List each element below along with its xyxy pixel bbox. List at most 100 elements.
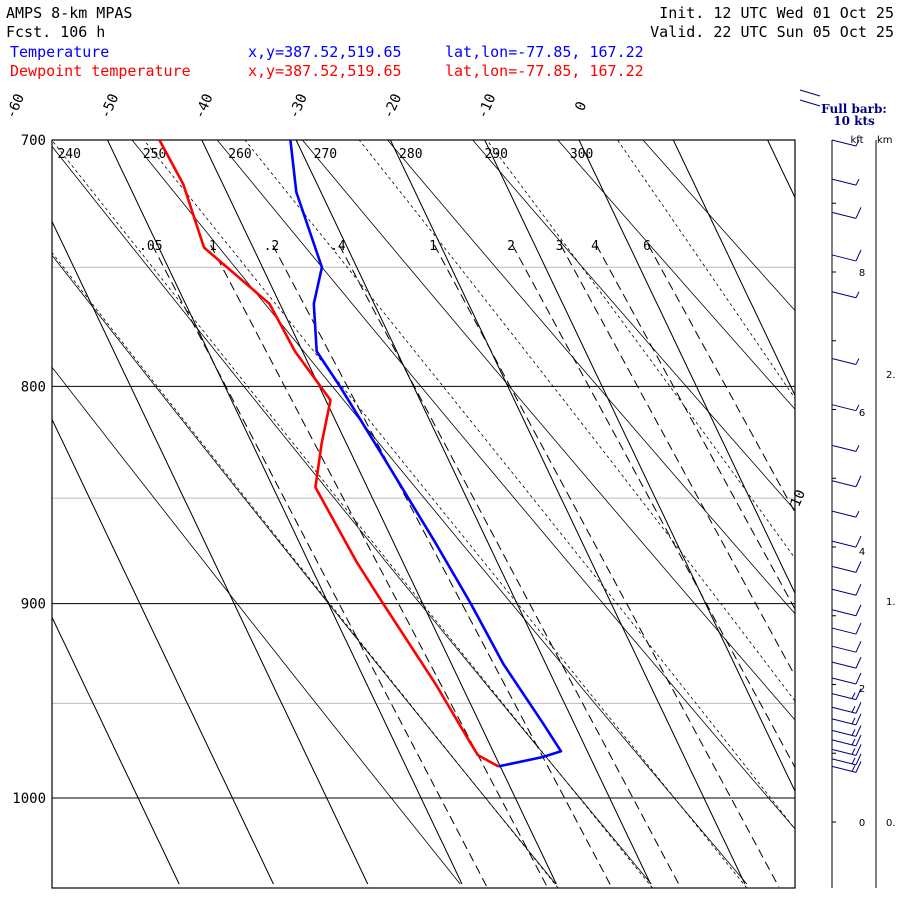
isotherm-label: -40 bbox=[192, 92, 217, 122]
isotherm-line bbox=[672, 140, 795, 397]
wind-barb-flag bbox=[855, 744, 862, 756]
mixing-ratio-line bbox=[338, 244, 681, 888]
wind-barb-staff bbox=[831, 609, 857, 617]
kft-axis-label: kft bbox=[850, 135, 863, 146]
legend-temperature-latlon: lat,lon=-77.85, 167.22 bbox=[445, 43, 644, 61]
mixing-ratio-label: .4 bbox=[330, 239, 346, 254]
wind-barb-staff bbox=[831, 404, 857, 412]
wind-barb-staff bbox=[831, 661, 857, 669]
wind-barb bbox=[831, 291, 860, 299]
isotherm-label: 10 bbox=[788, 487, 809, 509]
wind-barb bbox=[831, 713, 862, 726]
wind-barb bbox=[831, 761, 862, 773]
wind-barb-flag bbox=[855, 656, 862, 669]
moist-adiabat-line bbox=[143, 140, 748, 888]
wind-barb-staff bbox=[831, 178, 857, 186]
wind-barb-staff bbox=[831, 565, 857, 573]
wind-barb-flag bbox=[855, 535, 862, 548]
forecast-hour: Fcst. 106 h bbox=[6, 23, 105, 41]
theta-label: 260 bbox=[228, 147, 251, 162]
grid-lines bbox=[52, 140, 795, 888]
theta-label: 290 bbox=[484, 147, 507, 162]
legend-temperature-xy: x,y=387.52,519.65 bbox=[248, 43, 402, 61]
pressure-tick-label: 700 bbox=[21, 133, 46, 149]
wind-barb-half bbox=[855, 445, 860, 452]
dry-adiabat-line bbox=[52, 254, 557, 885]
wind-barb bbox=[831, 510, 860, 518]
dewpoint-trace bbox=[158, 140, 500, 768]
wind-barb-staff bbox=[831, 510, 857, 518]
km-tick-label: 2. bbox=[886, 370, 896, 381]
upper-wind-barb bbox=[799, 99, 821, 107]
wind-barb-half bbox=[851, 717, 856, 725]
wind-barb-half bbox=[855, 291, 860, 298]
mixing-ratio-label: 6 bbox=[643, 239, 651, 254]
moist-adiabat-line bbox=[52, 251, 559, 888]
isotherm-line bbox=[295, 140, 652, 885]
dry-adiabat-line bbox=[52, 366, 461, 885]
dry-adiabat-line bbox=[386, 140, 795, 615]
wind-barb-flag bbox=[855, 584, 862, 596]
wind-barb bbox=[831, 604, 862, 617]
wind-barb-staff bbox=[831, 291, 857, 299]
dry-adiabat-line bbox=[472, 140, 795, 511]
dry-adiabat-line bbox=[301, 140, 795, 721]
wind-barb bbox=[831, 535, 862, 548]
wind-barb-flag bbox=[855, 604, 862, 616]
mixing-ratio-line bbox=[151, 244, 488, 888]
wind-barb bbox=[831, 753, 862, 766]
wind-barb-staff bbox=[831, 480, 857, 488]
temperature-trace bbox=[289, 140, 563, 768]
wind-barb bbox=[831, 672, 862, 685]
wind-barb bbox=[831, 561, 862, 573]
moist-adiabat-line bbox=[617, 140, 795, 400]
mixing-ratio-label: 4 bbox=[591, 239, 599, 254]
wind-barb-flag bbox=[855, 249, 862, 262]
theta-label: 300 bbox=[570, 147, 593, 162]
wind-barb-staff bbox=[831, 645, 857, 653]
wind-barb bbox=[831, 475, 862, 488]
wind-barb-staff bbox=[831, 211, 857, 219]
mixing-ratio-label: 2 bbox=[507, 239, 515, 254]
isotherm-label: -60 bbox=[3, 92, 28, 122]
isotherm-label: 0 bbox=[572, 99, 590, 113]
wind-barb-staff bbox=[831, 588, 857, 596]
mixing-ratio-line bbox=[433, 244, 780, 888]
wind-barb bbox=[831, 139, 860, 147]
mixing-ratio-line bbox=[210, 244, 548, 888]
wind-barb bbox=[831, 688, 862, 701]
wind-barb-flag bbox=[855, 702, 862, 714]
km-tick-label: 1. bbox=[886, 597, 896, 608]
isotherm-line bbox=[107, 140, 463, 885]
wind-barb-staff bbox=[831, 254, 857, 262]
moist-adiabat-line bbox=[52, 140, 653, 888]
dry-adiabat-line bbox=[52, 145, 652, 885]
wind-barb-flag bbox=[855, 734, 862, 747]
isotherm-line bbox=[484, 140, 795, 793]
wind-barb-flag bbox=[855, 688, 862, 700]
legend-dewpoint-xy: x,y=387.52,519.65 bbox=[248, 62, 402, 80]
wind-barb-staff bbox=[831, 139, 857, 147]
height-and-wind-panel: 0 2 4 6 8 0. 1. 2. bbox=[799, 89, 896, 888]
moist-adiabat-line bbox=[486, 140, 795, 559]
isotherm-line bbox=[52, 220, 369, 885]
wind-barb bbox=[831, 702, 862, 714]
wind-barb-staff bbox=[831, 444, 857, 452]
legend-temperature-name: Temperature bbox=[10, 43, 109, 61]
wind-barb bbox=[831, 584, 862, 596]
wind-barb-half bbox=[851, 748, 856, 755]
plot-frame bbox=[51, 139, 796, 889]
kft-tick-label: 8 bbox=[859, 268, 865, 279]
kft-tick-label: 6 bbox=[859, 408, 865, 419]
isotherm-line bbox=[201, 140, 557, 885]
wind-barb-flag bbox=[855, 561, 862, 573]
isotherm-line bbox=[52, 418, 274, 885]
isotherm-label: -10 bbox=[475, 92, 500, 122]
mixing-ratio-label: 1 bbox=[429, 239, 437, 254]
wind-barb-half bbox=[851, 706, 856, 713]
plot-border bbox=[51, 139, 796, 889]
pressure-tick-label: 800 bbox=[21, 379, 46, 395]
kft-tick-label: 0 bbox=[859, 818, 865, 829]
wind-barb-half bbox=[851, 738, 856, 746]
